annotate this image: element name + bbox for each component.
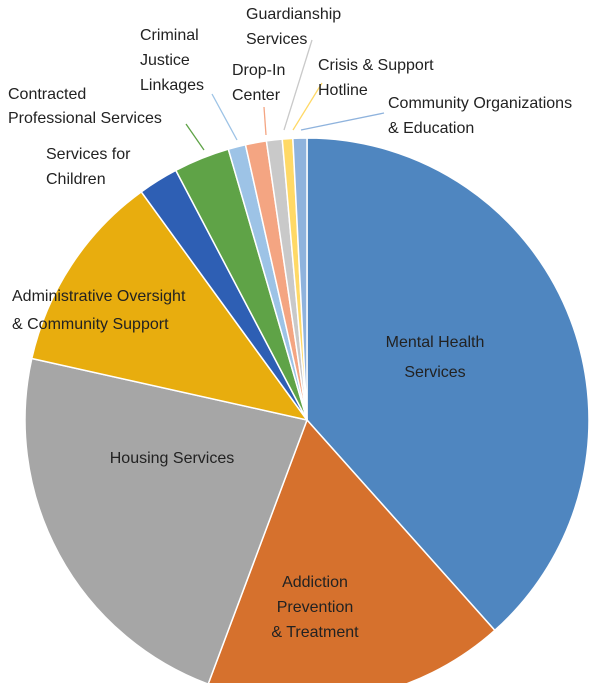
slice-label-line: & Treatment [271, 624, 359, 641]
slice-label-line: Professional Services [8, 110, 162, 127]
slice-label-line: Contracted [8, 86, 86, 103]
slice-label-line: Services [246, 31, 307, 48]
slice-label-line: Mental Health [386, 334, 485, 351]
slice-label-line: Services [404, 364, 465, 381]
leader-line-contracted-professional-services [185, 123, 205, 151]
pie-slice-addiction-prevention-and-treatment [207, 419, 496, 688]
leader-line-drop-in-center [263, 106, 267, 136]
pie-slice-mental-health-services [306, 137, 590, 632]
slice-label-line: Hotline [318, 82, 368, 99]
slice-label-services-for-children: Services for Children [46, 146, 131, 188]
slice-label-administrative-oversight-and-community-support: Administrative Oversight & Community Supp… [12, 288, 186, 333]
slice-label-line: Housing Services [110, 450, 235, 467]
slice-label-line: Drop-In [232, 62, 285, 79]
slice-labels: Mental Health Services Addiction Prevention… [8, 6, 572, 641]
slice-label-line: Administrative Oversight [12, 288, 186, 305]
slice-label-line: Criminal [140, 27, 199, 44]
pie-slices [24, 137, 590, 688]
slice-label-criminal-justice-linkages: Criminal Justice Linkages [140, 27, 204, 94]
slice-label-mental-health-services: Mental Health Services [386, 334, 485, 381]
slice-label-line: Addiction [282, 574, 348, 591]
leader-lines [185, 39, 385, 151]
slice-label-line: Services for [46, 146, 131, 163]
slice-label-line: Community Organizations [388, 95, 572, 112]
pie-slice-housing-services [24, 357, 308, 685]
slice-label-line: Center [232, 87, 281, 104]
pie-slice-administrative-oversight-and-community-support [31, 191, 308, 421]
slice-label-line: Guardianship [246, 6, 341, 23]
slice-label-guardianship-services: Guardianship Services [246, 6, 341, 48]
slice-label-drop-in-center: Drop-In Center [232, 62, 285, 104]
slice-label-line: Prevention [277, 599, 354, 616]
leader-line-criminal-justice-linkages [211, 93, 238, 141]
pie-slice-community-organizations-and-education [292, 137, 308, 421]
slice-label-crisis-and-support-hotline: Crisis & Support Hotline [318, 57, 434, 99]
slice-label-community-organizations-and-education: Community Organizations & Education [388, 95, 572, 137]
leader-line-crisis-and-support-hotline [292, 82, 323, 131]
slice-label-line: Justice [140, 52, 190, 69]
slice-label-line: Crisis & Support [318, 57, 434, 74]
slice-label-contracted-professional-services: Contracted Professional Services [8, 86, 162, 127]
slice-label-line: & Education [388, 120, 474, 137]
slice-label-addiction-prevention-and-treatment: Addiction Prevention & Treatment [271, 574, 359, 641]
leader-line-community-organizations-and-education [300, 112, 385, 131]
leader-line-guardianship-services [283, 39, 313, 131]
slice-label-line: & Community Support [12, 316, 169, 333]
slice-label-line: Children [46, 171, 106, 188]
slice-label-housing-services: Housing Services [110, 450, 235, 467]
slice-label-line: Linkages [140, 77, 204, 94]
